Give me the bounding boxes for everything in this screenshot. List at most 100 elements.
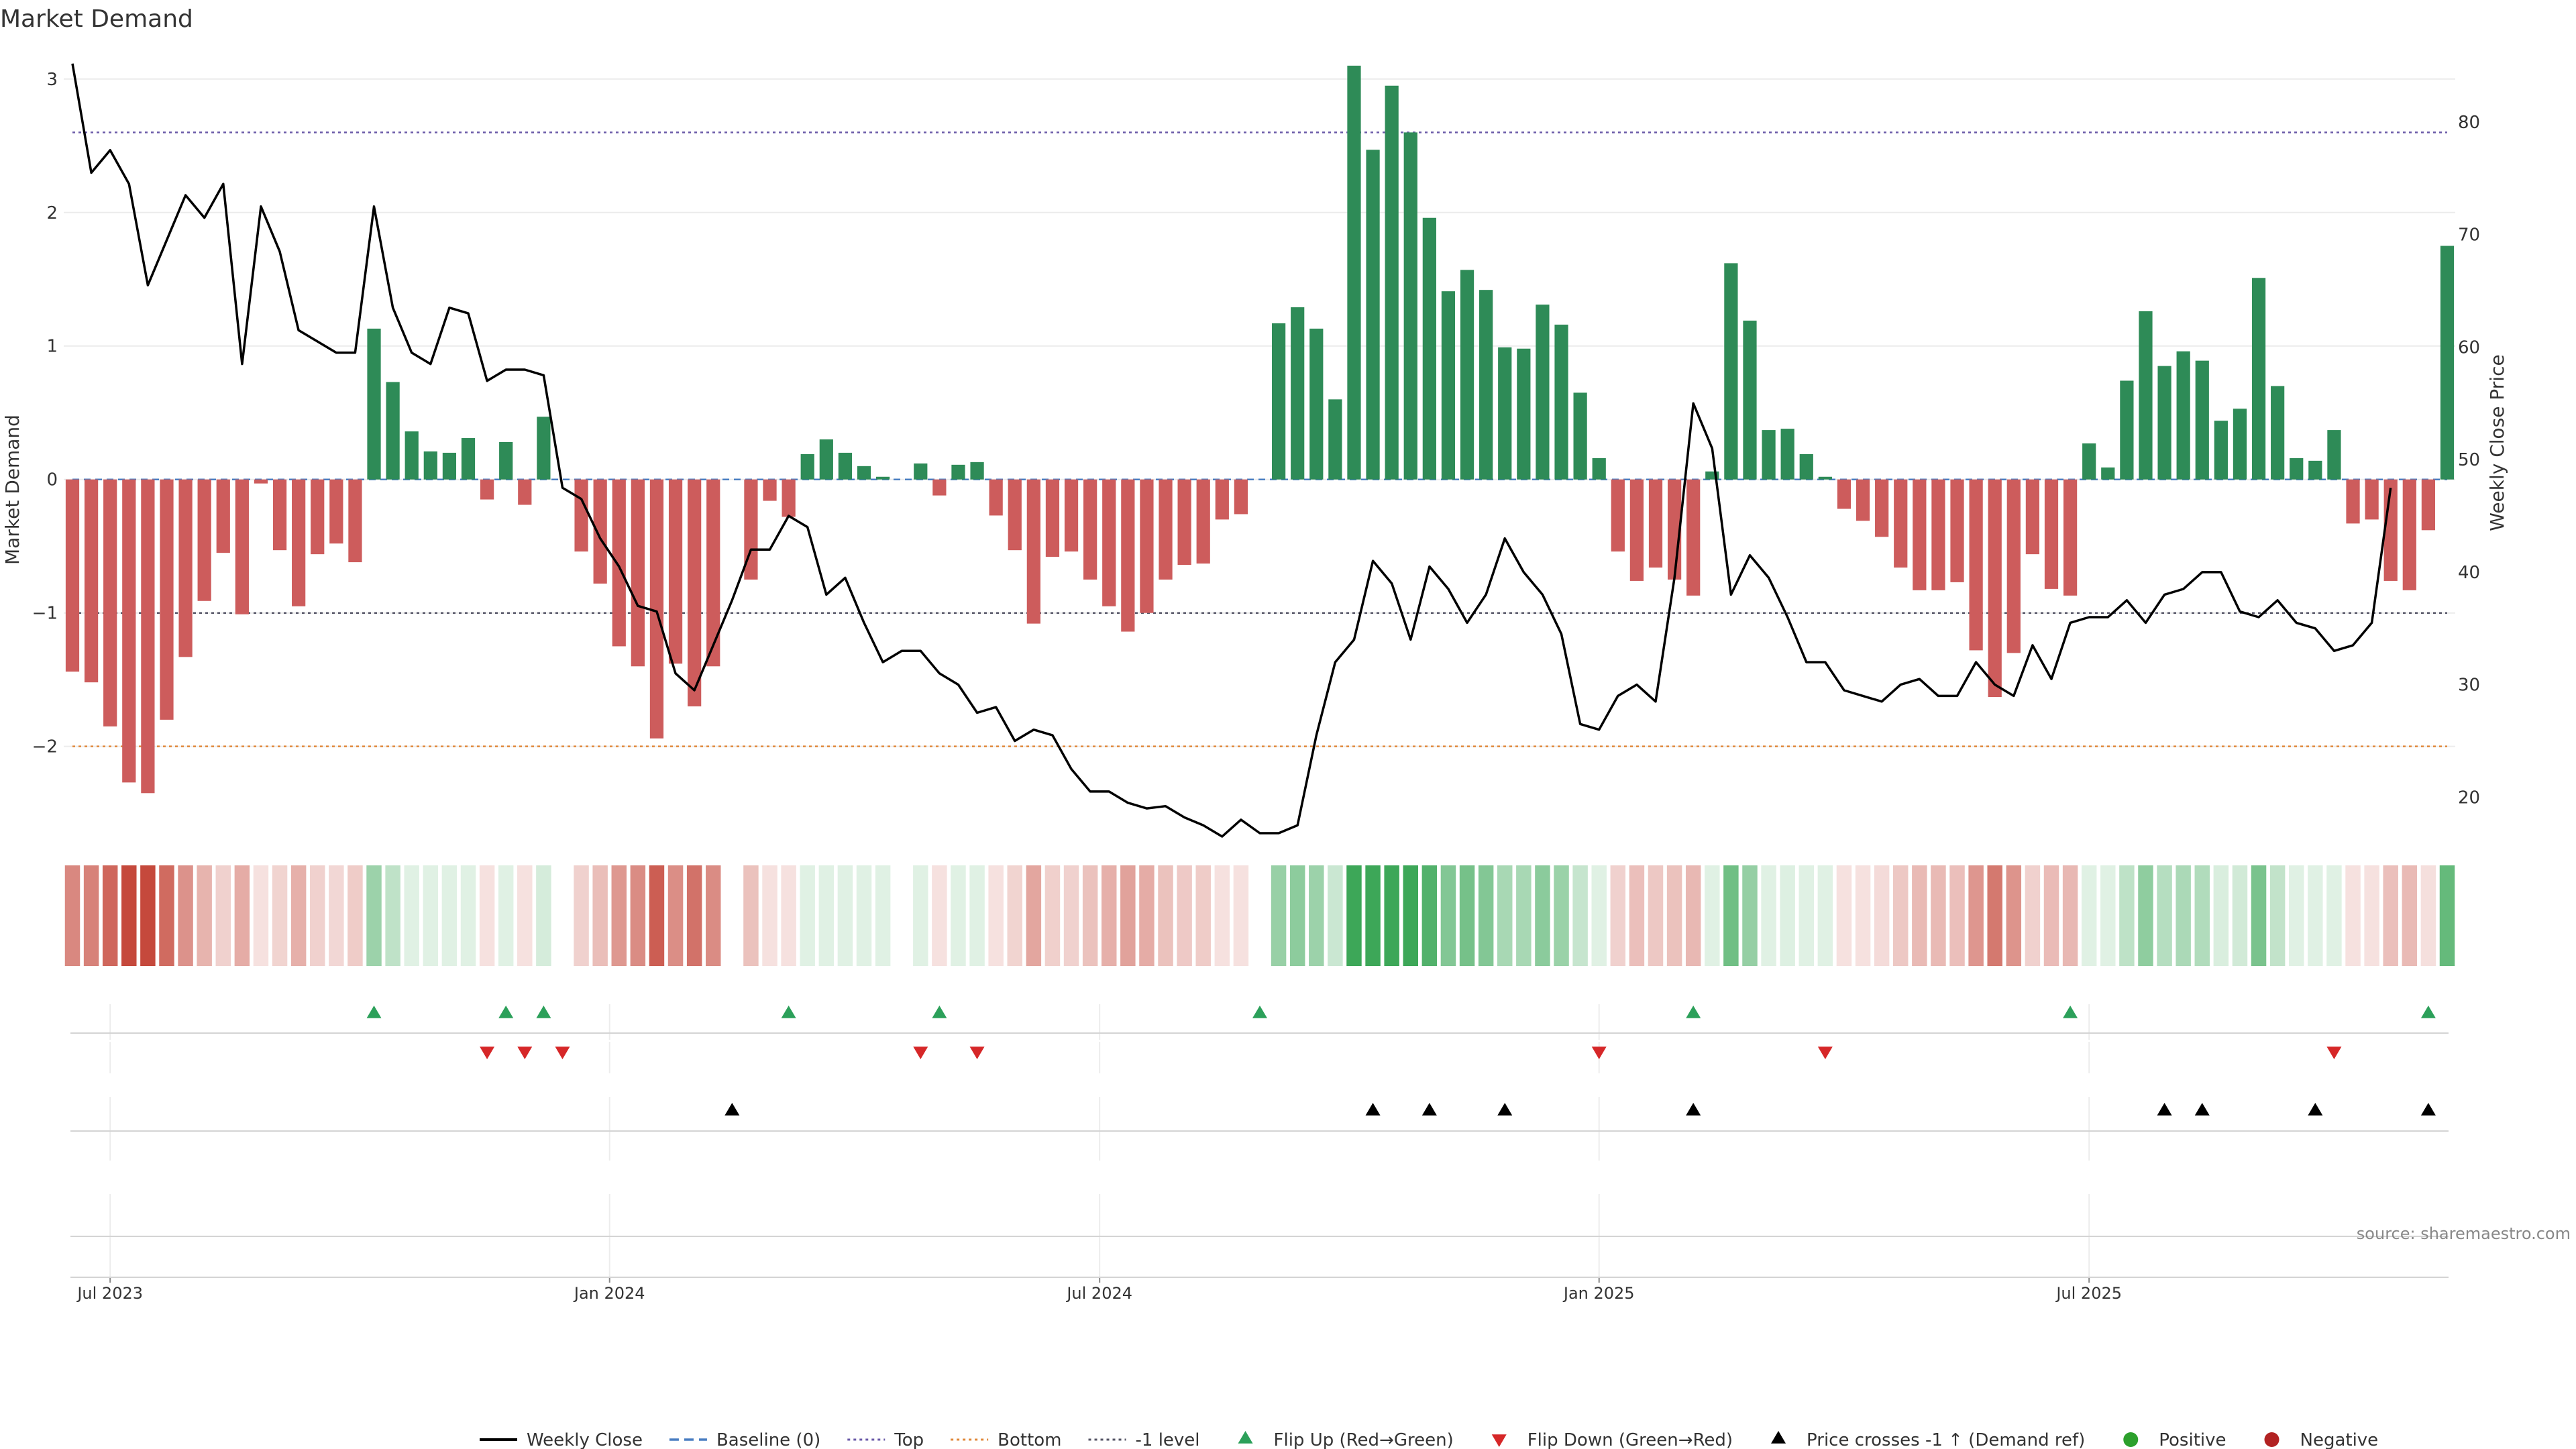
flip-down-marker	[1591, 1046, 1607, 1059]
demand-bar	[2063, 479, 2078, 596]
demand-bar	[2044, 479, 2059, 589]
demand-bar	[951, 464, 965, 480]
y-axis-ticks: 3 2 1 0 −1 −2	[32, 70, 58, 757]
demand-bar	[1366, 150, 1380, 480]
legend-item: Flip Up (Red→Green)	[1238, 1430, 1454, 1449]
demand-bar	[1347, 65, 1361, 480]
demand-bar	[423, 451, 437, 480]
demand-bar	[574, 479, 588, 552]
demand-bar	[1498, 347, 1512, 480]
heat-cell	[592, 865, 608, 966]
heat-cell	[1855, 865, 1871, 966]
heat-cell	[2119, 865, 2135, 966]
x-tick-label: Jan 2024	[573, 1284, 645, 1303]
demand-bar	[442, 452, 457, 480]
demand-bar	[254, 479, 268, 484]
demand-bar	[235, 479, 249, 614]
demand-bar	[1517, 348, 1531, 480]
demand-bar	[1215, 479, 1229, 520]
y-tick-label: 2	[46, 203, 58, 223]
heat-cell	[1931, 865, 1946, 966]
legend-item: Bottom	[951, 1430, 1062, 1449]
legend-label: Price crosses -1 ↑ (Demand ref)	[1807, 1430, 2085, 1449]
heat-cell	[969, 865, 985, 966]
legend-label: Weekly Close	[527, 1430, 643, 1449]
heat-cell	[686, 865, 702, 966]
legend-item: -1 level	[1088, 1430, 1200, 1449]
flip-up-marker	[2420, 1006, 2436, 1018]
demand-bar	[1856, 479, 1870, 521]
heat-cell	[1195, 865, 1211, 966]
demand-bar	[386, 382, 400, 480]
flip-up-marker	[1252, 1006, 1267, 1018]
heat-cell	[1271, 865, 1287, 966]
demand-bar	[1705, 471, 1719, 480]
demand-bar	[1780, 429, 1794, 480]
heat-cell	[1817, 865, 1833, 966]
heat-cell	[743, 865, 759, 966]
demand-bar	[1875, 479, 1889, 537]
demand-bar	[1743, 320, 1757, 480]
y-tick-label: −2	[32, 737, 58, 757]
demand-bar	[782, 479, 796, 517]
heat-cell	[2157, 865, 2172, 966]
heat-cell	[2043, 865, 2059, 966]
heat-cell	[2420, 865, 2436, 966]
heat-cell	[1082, 865, 1098, 966]
heat-cell	[2364, 865, 2379, 966]
heat-cell	[1893, 865, 1909, 966]
heat-cell	[706, 865, 721, 966]
demand-bar	[84, 479, 99, 683]
x-tick-label: Jul 2023	[76, 1284, 143, 1303]
heat-cell	[818, 865, 835, 966]
heat-cell	[1403, 865, 1418, 966]
demand-bar	[649, 479, 664, 739]
demand-bar	[706, 479, 720, 667]
demand-bar	[1422, 217, 1436, 480]
y2-tick-label: 20	[2458, 788, 2480, 808]
demand-bar	[311, 479, 325, 555]
y-axis-label: Market Demand	[1, 415, 23, 565]
heat-cell	[2232, 865, 2248, 966]
flip-down-marker	[480, 1046, 495, 1059]
demand-bar	[1177, 479, 1191, 566]
demand-bar	[2176, 351, 2190, 480]
heat-cell	[2100, 865, 2116, 966]
demand-heat-strip	[64, 865, 2455, 966]
x-tick-label: Jul 2024	[1065, 1284, 1132, 1303]
demand-bar	[631, 479, 645, 667]
heat-cell	[1309, 865, 1324, 966]
price-cross-marker	[2194, 1103, 2210, 1116]
heat-cell	[667, 865, 684, 966]
demand-bar	[537, 417, 551, 480]
heat-cell	[310, 865, 325, 966]
heat-cell	[762, 865, 777, 966]
source-note: source: sharemaestro.com	[2357, 1224, 2571, 1243]
heat-cell	[1139, 865, 1155, 966]
demand-bar	[1008, 479, 1022, 551]
demand-bar	[688, 479, 702, 706]
demand-bar	[1894, 479, 1908, 568]
heat-cell	[1158, 865, 1173, 966]
heat-cell	[1233, 865, 1249, 966]
demand-bar	[1309, 328, 1324, 480]
heat-cell	[1572, 865, 1588, 966]
demand-bar	[1479, 290, 1493, 480]
heat-cell	[1044, 865, 1061, 966]
demand-bar	[914, 463, 928, 480]
flip-up-marker	[781, 1006, 796, 1018]
flip-markers	[366, 1006, 2436, 1059]
heat-cell	[1328, 865, 1343, 966]
demand-bar	[499, 442, 513, 480]
demand-bar	[1818, 476, 1832, 480]
flip-up-marker	[2063, 1006, 2078, 1018]
heat-cell	[1289, 865, 1305, 966]
heat-cell	[1705, 865, 1720, 966]
demand-bar	[819, 439, 833, 480]
demand-bar	[2082, 443, 2096, 480]
heat-cell	[2194, 865, 2210, 966]
heat-cell	[1459, 865, 1475, 966]
heat-cell	[347, 865, 363, 966]
demand-bar	[1328, 399, 1342, 480]
heat-cell	[875, 865, 891, 966]
